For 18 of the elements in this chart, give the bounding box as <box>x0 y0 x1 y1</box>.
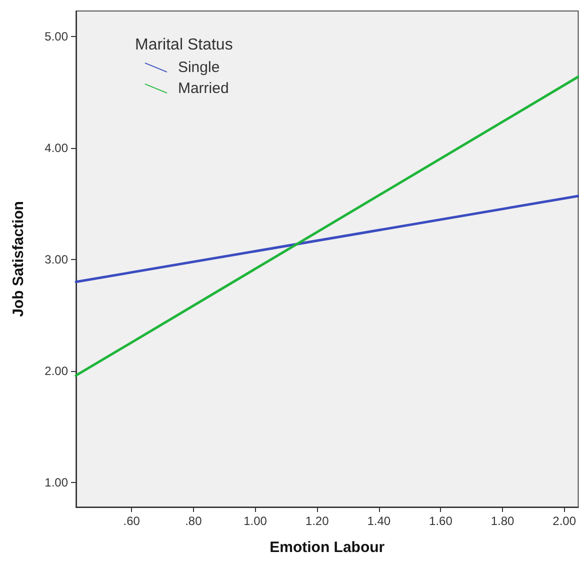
x-axis-title: Emotion Labour <box>270 539 385 556</box>
legend-label: Single <box>178 59 220 76</box>
x-tick-label: .80 <box>185 514 202 528</box>
x-tick-label: 1.00 <box>244 514 268 528</box>
y-tick-label: 5.00 <box>44 30 68 44</box>
x-tick-label: 2.00 <box>552 514 576 528</box>
x-tick-label: 1.60 <box>429 514 453 528</box>
x-tick-label: 1.20 <box>305 514 330 528</box>
x-tick-label: 1.40 <box>367 514 391 528</box>
y-tick-label: 4.00 <box>44 141 68 156</box>
legend-label: Married <box>178 80 229 97</box>
y-tick-label: 1.00 <box>44 475 68 490</box>
x-tick-label: .60 <box>123 514 140 528</box>
y-tick-label: 3.00 <box>44 252 68 267</box>
y-axis-title: Job Satisfaction <box>10 201 27 317</box>
legend-title: Marital Status <box>135 36 233 54</box>
x-tick-label: 1.80 <box>490 514 515 528</box>
y-tick-label: 2.00 <box>44 364 68 378</box>
